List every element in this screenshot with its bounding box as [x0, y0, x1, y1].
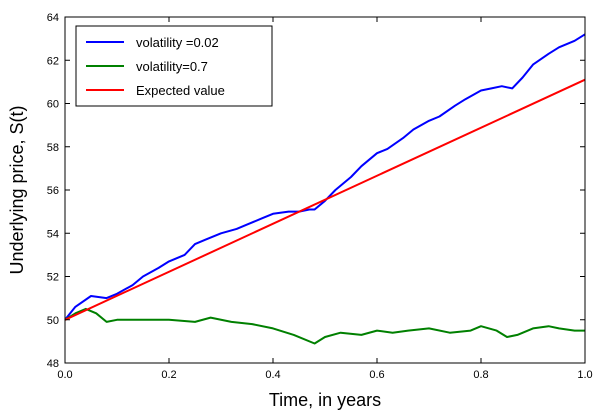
x-tick-label-2: 0.4 — [265, 369, 280, 381]
y-tick-label-8: 64 — [47, 12, 59, 24]
series-layer — [64, 33, 586, 345]
y-axis-title: Underlying price, S(t) — [7, 105, 27, 274]
y-tick-label-1: 50 — [47, 315, 59, 327]
y-tick-label-4: 56 — [47, 185, 59, 197]
y-tick-label-6: 60 — [47, 99, 59, 111]
x-axis-title: Time, in years — [269, 390, 381, 410]
y-tick-label-7: 62 — [47, 55, 59, 67]
y-tick-label-2: 52 — [47, 272, 59, 284]
legend-label-0: volatility =0.02 — [136, 35, 219, 50]
x-tick-label-3: 0.6 — [369, 369, 384, 381]
ticks-layer: 0.0 0.2 0.4 0.6 0.8 1.0 48 50 52 54 56 58 60 62 64 — [47, 12, 593, 381]
y-tick-label-0: 48 — [47, 358, 59, 370]
series-line-1 — [64, 307, 585, 345]
legend: volatility =0.02 volatility=0.7 Expected v… — [75, 25, 273, 107]
legend-label-1: volatility=0.7 — [136, 59, 208, 74]
x-tick-label-0: 0.0 — [57, 369, 72, 381]
x-tick-label-1: 0.2 — [161, 369, 176, 381]
x-tick-label-5: 1.0 — [577, 369, 592, 381]
x-tick-label-4: 0.8 — [473, 369, 488, 381]
y-tick-label-3: 54 — [47, 228, 59, 240]
y-tick-label-5: 58 — [47, 142, 59, 154]
legend-label-2: Expected value — [136, 83, 225, 98]
series-line-2 — [64, 78, 586, 321]
